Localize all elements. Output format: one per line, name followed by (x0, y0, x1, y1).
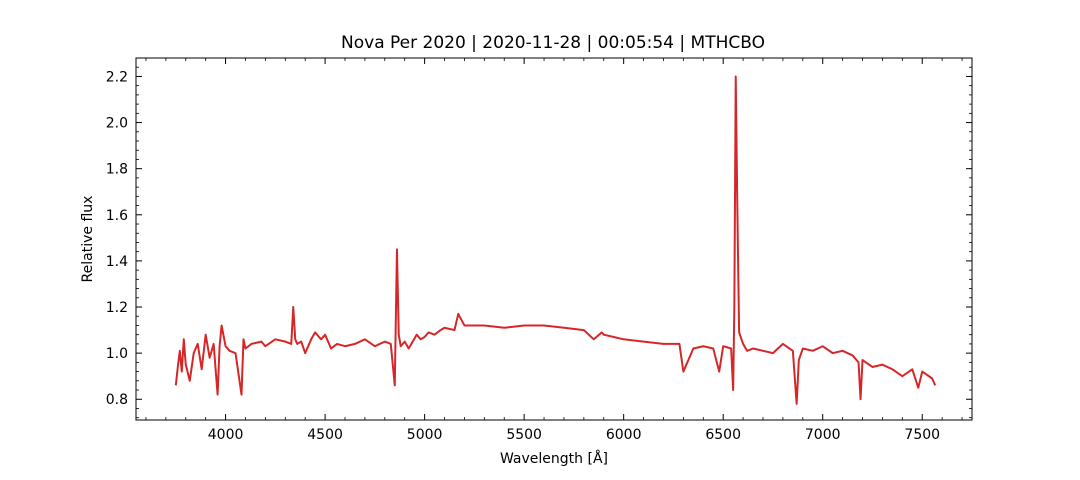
x-tick-label: 4500 (307, 427, 343, 443)
x-axis-ticks: 4000 4500 5000 5500 6000 6500 7000 7500 (208, 58, 940, 443)
chart-title: Nova Per 2020 | 2020-11-28 | 00:05:54 | … (341, 33, 765, 53)
y-tick-label: 2.0 (106, 116, 128, 132)
spectrum-line-0 (174, 75, 937, 405)
y-tick-label: 2.2 (106, 69, 128, 85)
y-tick-label: 1.4 (106, 254, 128, 270)
x-tick-label: 5000 (407, 427, 443, 443)
x-tick-label: 7000 (805, 427, 841, 443)
y-tick-label: 0.8 (106, 392, 128, 408)
series-layer (174, 75, 937, 405)
y-tick-label: 1.2 (106, 300, 128, 316)
plot-frame (135, 57, 973, 421)
x-axis-label: Wavelength [Å] (500, 450, 608, 467)
x-tick-label: 6500 (705, 427, 741, 443)
x-tick-label: 4000 (208, 427, 244, 443)
y-axis-label: Relative flux (80, 196, 96, 283)
x-tick-label: 5500 (506, 427, 542, 443)
y-axis-ticks: 0.8 1.0 1.2 1.4 1.6 1.8 2.0 2.2 (106, 69, 972, 408)
y-tick-label: 1.0 (106, 346, 128, 362)
y-tick-label: 1.8 (106, 162, 128, 178)
minor-ticks (136, 58, 972, 420)
x-tick-label: 6000 (606, 427, 642, 443)
x-tick-label: 7500 (904, 427, 940, 443)
y-tick-label: 1.6 (106, 208, 128, 224)
